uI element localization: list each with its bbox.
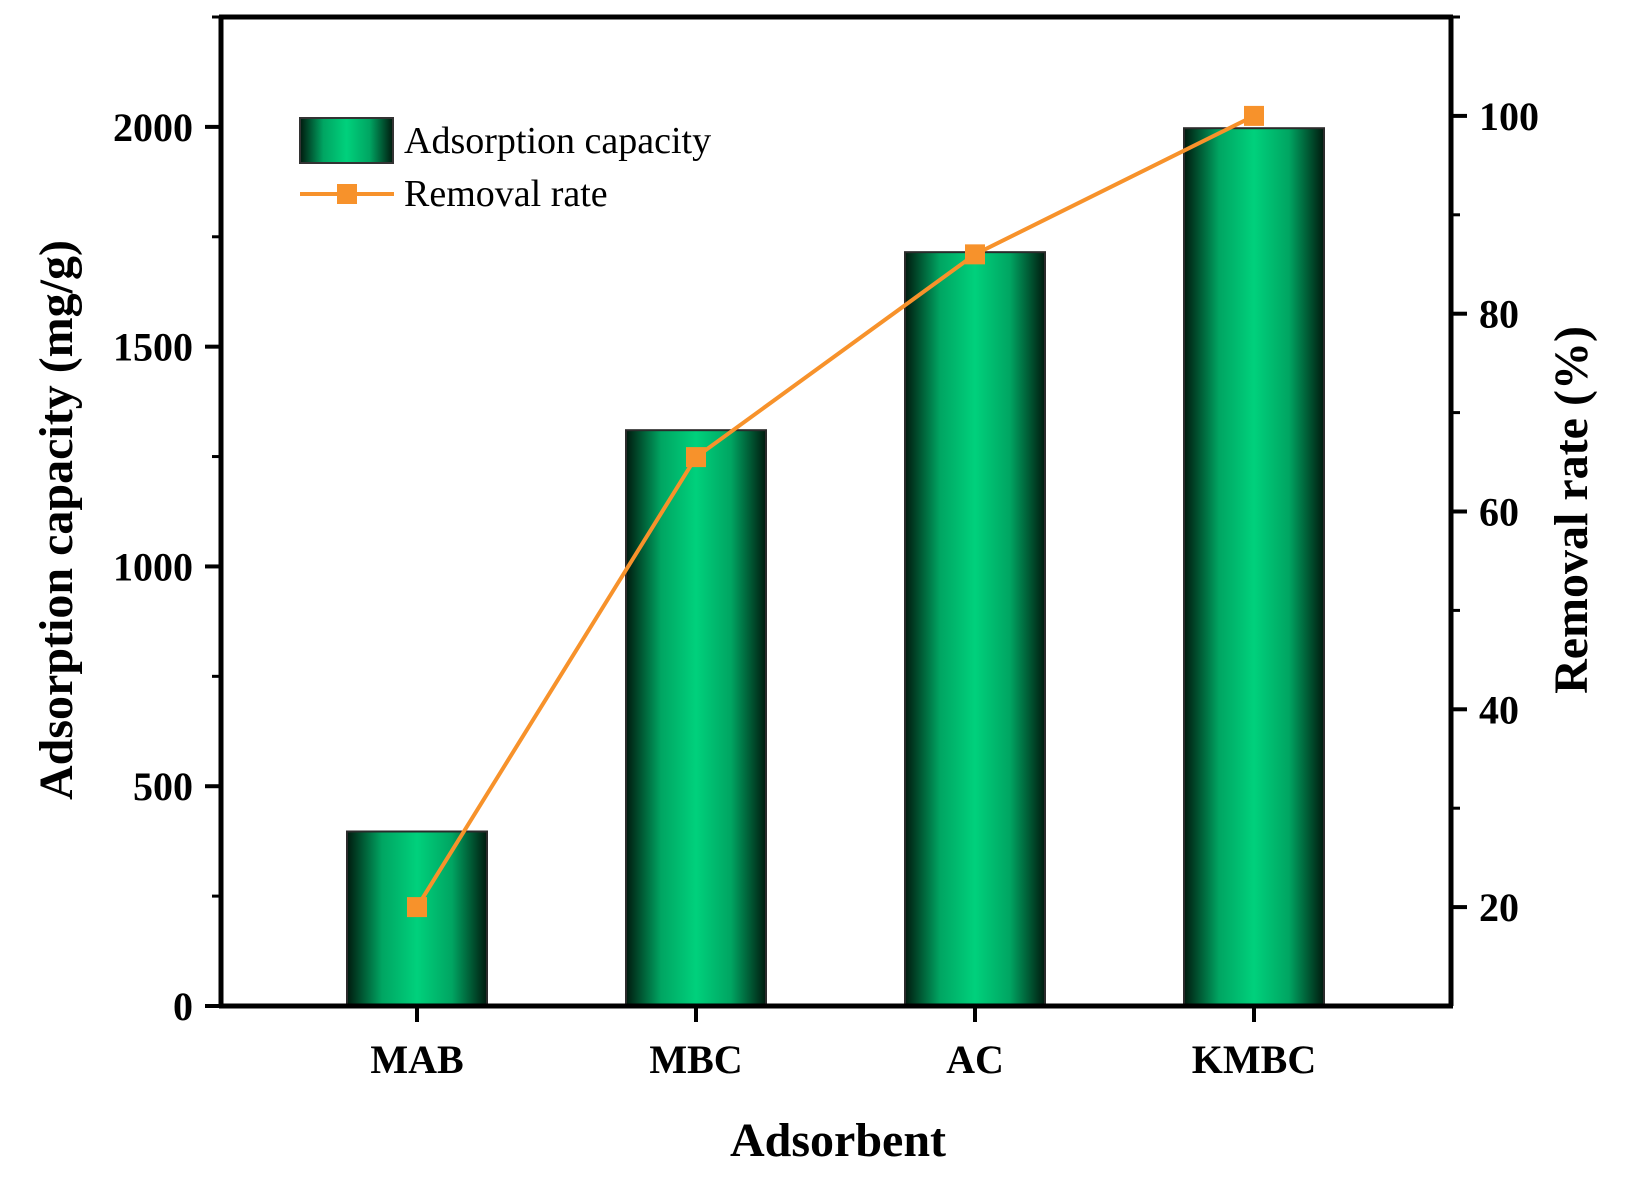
axes-layer: 0 500 1000 1500 2000 20 40 60 80 100 MAB MBC AC KMBC [113, 14, 1539, 1082]
removal-rate-marker-mab [407, 897, 427, 918]
y-right-axis-title: Removal rate (%) [1545, 326, 1598, 694]
y-left-axis-title: Adsorption capacity (mg/g) [30, 240, 83, 800]
line-layer [407, 105, 1264, 918]
x-tick-label-kmbc: KMBC [1192, 1037, 1316, 1082]
y-right-tick-label: 80 [1479, 292, 1519, 337]
legend-label-adsorption: Adsorption capacity [404, 120, 711, 162]
removal-rate-marker-ac [965, 244, 985, 265]
bar-kmbc [1183, 127, 1325, 1007]
legend: Adsorption capacity Removal rate [299, 117, 711, 215]
removal-rate-line [415, 114, 1255, 909]
y-left-tick-label: 0 [173, 984, 193, 1029]
y-right-tick-label: 100 [1479, 94, 1539, 139]
x-tick-label-mab: MAB [370, 1037, 463, 1082]
y-right-tick-label: 40 [1479, 687, 1519, 732]
bar-mbc [625, 429, 767, 1007]
x-tick-label-mbc: MBC [649, 1037, 742, 1082]
y-left-tick-label: 1500 [113, 325, 193, 370]
bars-layer [346, 127, 1325, 1008]
bar-ac [904, 251, 1046, 1007]
x-axis-title: Adsorbent [730, 1114, 946, 1167]
legend-bar-swatch [299, 117, 394, 164]
y-right-tick-label: 60 [1479, 490, 1519, 535]
y-left-tick-label: 2000 [113, 105, 193, 150]
removal-rate-marker-mbc [686, 447, 706, 468]
y-left-tick-label: 1000 [113, 544, 193, 589]
bar-mab [346, 830, 488, 1008]
y-left-tick-label: 500 [133, 764, 193, 809]
x-tick-label-ac: AC [946, 1037, 1004, 1082]
removal-rate-marker-kmbc [1244, 105, 1264, 126]
legend-line-marker [337, 184, 357, 204]
legend-label-removal: Removal rate [404, 173, 608, 215]
y-right-tick-label: 20 [1479, 885, 1519, 930]
